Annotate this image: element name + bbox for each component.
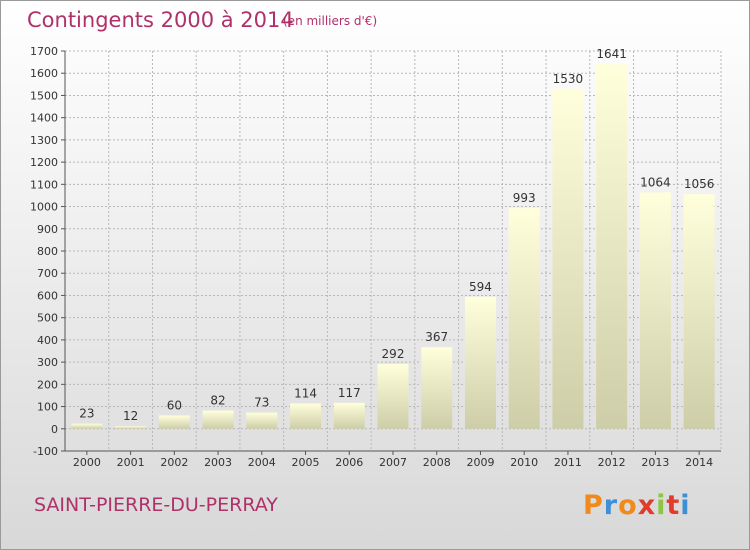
chart-title: Contingents 2000 à 2014 (27, 8, 294, 32)
bar (683, 194, 715, 429)
bar-value-label: 993 (513, 191, 536, 205)
bar-value-label: 594 (469, 280, 492, 294)
x-tick-label: 2003 (204, 456, 232, 469)
bar (552, 88, 584, 429)
logo-letter: x (637, 490, 657, 521)
y-tick-label: 100 (37, 401, 58, 414)
bars (71, 64, 715, 429)
bar (639, 192, 671, 429)
x-tick-label: 2004 (248, 456, 276, 469)
bar (202, 410, 234, 429)
bar-value-label: 1056 (684, 177, 715, 191)
y-tick-label: 1300 (30, 134, 58, 147)
bar (290, 403, 322, 429)
y-tick-label: 1400 (30, 112, 58, 125)
y-tick-label: 800 (37, 245, 58, 258)
logo-letter: o (618, 490, 638, 521)
bar (333, 402, 365, 429)
bar (158, 415, 190, 429)
bar-value-label: 60 (167, 398, 182, 412)
x-tick-label: 2013 (641, 456, 669, 469)
x-tick-label: 2001 (117, 456, 145, 469)
bar (421, 347, 453, 429)
bar-value-label: 23 (79, 407, 94, 421)
x-tick-label: 2010 (510, 456, 538, 469)
y-tick-label: 1200 (30, 156, 58, 169)
y-tick-label: 0 (51, 423, 58, 436)
y-tick-label: 700 (37, 267, 58, 280)
proxiti-logo[interactable]: Proxiti (583, 490, 691, 521)
y-tick-label: 1000 (30, 201, 58, 214)
bar (508, 208, 540, 429)
bar-value-label: 292 (382, 347, 405, 361)
bar-value-label: 82 (210, 394, 225, 408)
x-tick-label: 2014 (685, 456, 713, 469)
bar-value-label: 12 (123, 409, 138, 423)
y-tick-label: 1600 (30, 67, 58, 80)
bar (246, 412, 278, 429)
x-tick-label: 2011 (554, 456, 582, 469)
y-tick-label: 400 (37, 334, 58, 347)
bar-value-label: 1064 (640, 175, 671, 189)
logo-letter: i (680, 490, 691, 521)
y-tick-label: 900 (37, 223, 58, 236)
bar (464, 296, 496, 429)
y-tick-label: 1700 (30, 45, 58, 58)
x-tick-label: 2007 (379, 456, 407, 469)
x-tick-label: 2006 (335, 456, 363, 469)
y-tick-label: 200 (37, 378, 58, 391)
logo-letter: i (656, 490, 667, 521)
x-tick-label: 2009 (466, 456, 494, 469)
logo-letter: P (583, 490, 604, 521)
x-tick-label: 2012 (598, 456, 626, 469)
axes (61, 50, 721, 455)
bar-value-label: 1641 (596, 47, 627, 61)
bar-value-label: 117 (338, 386, 361, 400)
bar-value-label: 114 (294, 386, 317, 400)
y-tick-label: 1100 (30, 178, 58, 191)
labels: -100 0 100 200 300 400 500 600 700 800 900 1000 1100… (30, 45, 714, 469)
x-tick-label: 2008 (423, 456, 451, 469)
bar-value-label: 1530 (553, 72, 584, 86)
y-tick-label: 500 (37, 312, 58, 325)
x-tick-label: 2000 (73, 456, 101, 469)
y-tick-label: -100 (33, 445, 58, 458)
bar-value-label: 367 (425, 330, 448, 344)
x-tick-label: 2002 (160, 456, 188, 469)
place-name: SAINT-PIERRE-DU-PERRAY (34, 494, 278, 516)
y-tick-label: 300 (37, 356, 58, 369)
bar (115, 426, 147, 429)
y-tick-label: 600 (37, 289, 58, 302)
bar (596, 64, 628, 429)
chart-subtitle: (en milliers d'€) (283, 14, 378, 28)
bar (71, 423, 103, 429)
y-tick-label: 1500 (30, 89, 58, 102)
logo-letter: t (666, 490, 681, 521)
logo-letter: r (603, 490, 619, 521)
bar (377, 363, 409, 429)
bar-value-label: 73 (254, 396, 269, 410)
x-tick-label: 2005 (292, 456, 320, 469)
